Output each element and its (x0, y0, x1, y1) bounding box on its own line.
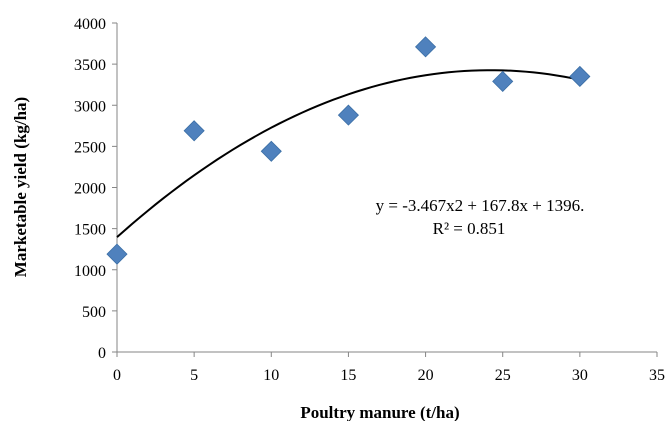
x-tick-label: 0 (113, 367, 121, 384)
data-point (260, 140, 282, 162)
x-tick-label: 35 (649, 367, 665, 384)
axes (112, 22, 658, 357)
y-tick-label: 2500 (74, 139, 106, 156)
trendline (116, 69, 581, 238)
x-tick-label: 25 (495, 367, 511, 384)
data-point (106, 243, 128, 265)
y-tick-label: 1000 (74, 263, 106, 280)
y-tick-label: 0 (98, 345, 106, 362)
data-point (415, 36, 437, 58)
r-squared-label: R² = 0.851 (433, 219, 506, 238)
y-tick-label: 3000 (74, 98, 106, 115)
x-tick-label: 15 (340, 367, 356, 384)
trendline-equation: y = -3.467x2 + 167.8x + 1396. (376, 196, 585, 215)
y-tick-label: 2000 (74, 181, 106, 198)
y-tick-label: 4000 (74, 16, 106, 33)
data-point (183, 120, 205, 142)
data-point (569, 65, 591, 88)
x-tick-labels: 0 5 10 15 20 25 30 35 (113, 367, 665, 384)
trendline-group (116, 69, 581, 238)
y-tick-label: 500 (82, 304, 106, 321)
x-tick-label: 20 (418, 367, 434, 384)
data-point (492, 70, 514, 92)
y-axis-title: Marketable yield (kg/ha) (11, 97, 30, 277)
x-axis-title: Poultry manure (t/ha) (300, 403, 459, 421)
x-tick-label: 30 (572, 367, 588, 384)
data-points (106, 36, 591, 265)
x-tick-label: 5 (190, 367, 198, 384)
x-tick-label: 10 (263, 367, 279, 384)
y-tick-label: 1500 (74, 222, 106, 239)
data-point (337, 104, 359, 126)
y-tick-label: 3500 (74, 57, 106, 74)
y-tick-labels: 0 500 1000 1500 2000 2500 3000 3500 4000 (74, 16, 106, 362)
